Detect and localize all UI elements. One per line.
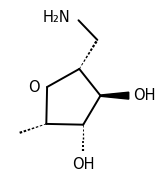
- Text: H₂N: H₂N: [43, 10, 71, 25]
- Text: OH: OH: [133, 88, 155, 103]
- Polygon shape: [100, 92, 129, 99]
- Text: O: O: [28, 80, 40, 95]
- Text: OH: OH: [72, 157, 95, 172]
